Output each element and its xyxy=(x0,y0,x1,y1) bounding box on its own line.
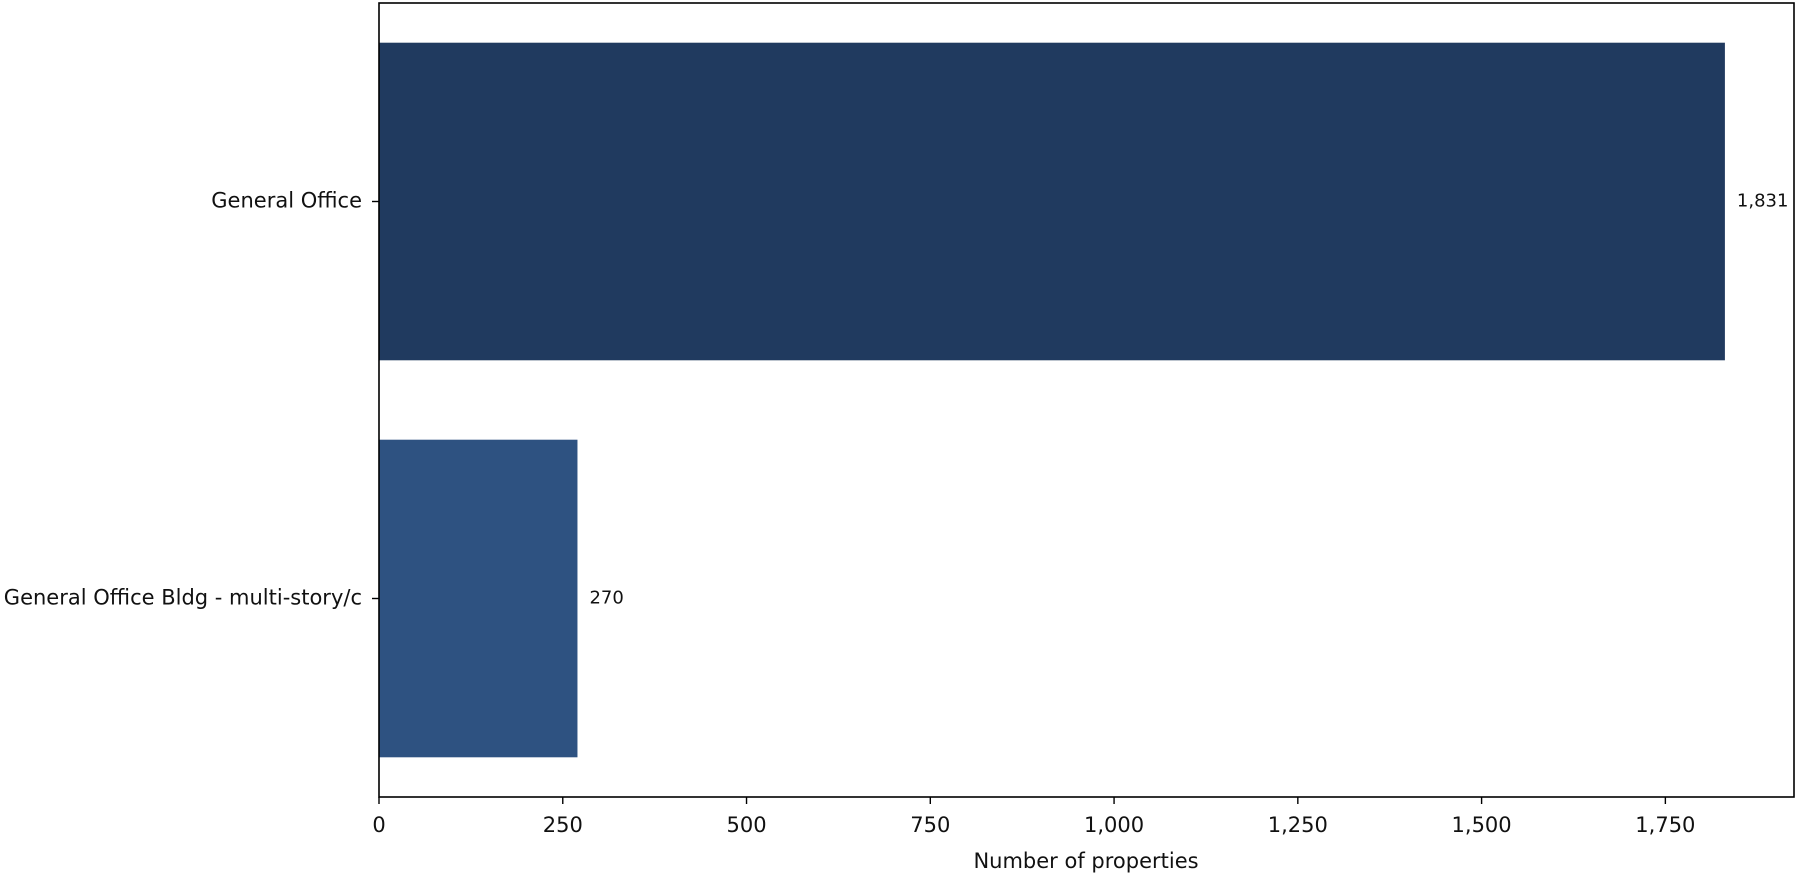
x-tick-label-2: 250 xyxy=(543,813,583,837)
y-axis-ticks: General Office General Office Bldg - mult… xyxy=(4,189,379,610)
x-tick-label-5: 1,000 xyxy=(1084,813,1144,837)
y-tick-label-1: General Office xyxy=(211,189,362,213)
y-tick-label-2: General Office Bldg - multi-story/c xyxy=(4,586,362,610)
x-tick-label-3: 500 xyxy=(726,813,766,837)
x-tick-label-7: 1,500 xyxy=(1452,813,1512,837)
data-label-2: 270 xyxy=(589,588,623,609)
data-labels: 1,831 270 xyxy=(589,191,1788,609)
x-tick-label-1: 0 xyxy=(372,813,385,837)
bars-layer xyxy=(379,42,1725,758)
data-label-1: 1,831 xyxy=(1737,191,1789,212)
bar-2 xyxy=(379,439,578,758)
x-tick-label-4: 750 xyxy=(910,813,950,837)
plot-frame xyxy=(378,2,1795,798)
x-tick-label-6: 1,250 xyxy=(1268,813,1328,837)
x-tick-label-8: 1,750 xyxy=(1635,813,1695,837)
x-axis-label: Number of properties xyxy=(973,849,1198,873)
bar-1 xyxy=(379,42,1725,361)
x-axis-ticks: 0 250 500 750 1,000 1,250 1,500 1,750 xyxy=(372,797,1695,837)
